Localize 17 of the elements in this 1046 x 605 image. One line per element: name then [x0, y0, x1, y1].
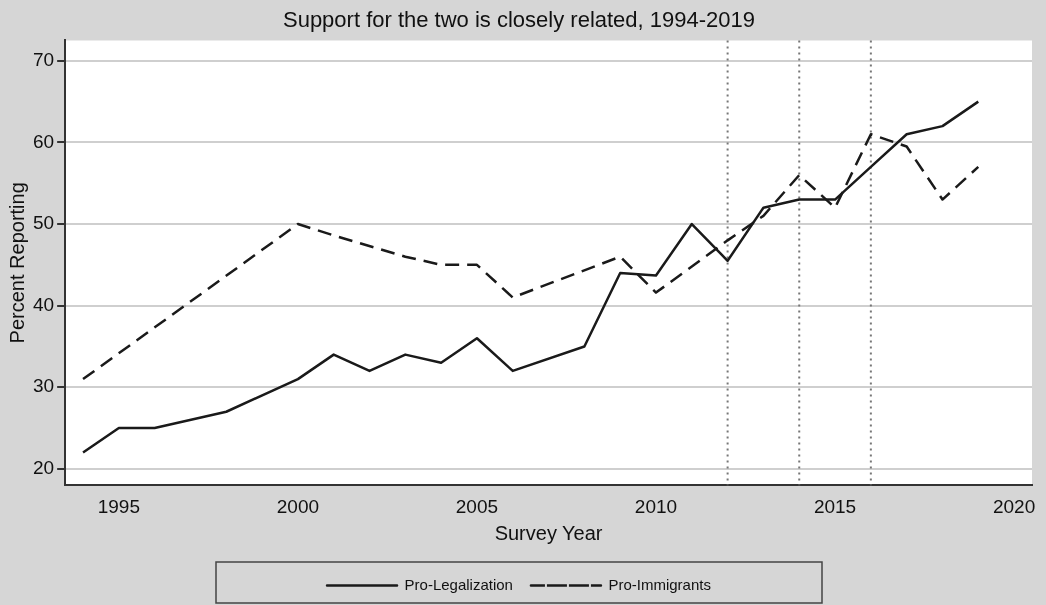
legend-label: Pro-Legalization — [404, 575, 513, 593]
y-tick-label: 30 — [32, 375, 55, 397]
legend-label: Pro-Immigrants — [608, 575, 711, 593]
x-tick-label: 2015 — [813, 495, 857, 517]
x-tick-label: 2000 — [276, 495, 320, 517]
x-tick-label: 1995 — [97, 495, 140, 517]
y-tick-label: 60 — [32, 130, 55, 152]
x-tick-label: 2020 — [992, 495, 1036, 517]
x-tick-label: 2005 — [455, 495, 499, 517]
y-tick-label: 50 — [32, 212, 55, 234]
y-tick-label: 70 — [32, 49, 55, 71]
y-axis-title: Percent Reporting — [5, 182, 28, 344]
chart-title: Support for the two is closely related, 1994-2019 — [282, 7, 756, 33]
y-tick-label: 40 — [32, 293, 55, 315]
x-axis-title: Survey Year — [494, 521, 603, 544]
x-tick-label: 2010 — [634, 495, 678, 517]
y-tick-label: 20 — [32, 457, 55, 479]
